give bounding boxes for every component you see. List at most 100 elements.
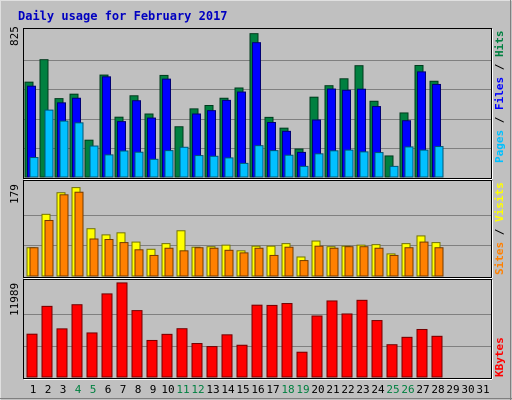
visits-legend: Sites / Visits xyxy=(493,182,506,275)
kbytes-bar xyxy=(341,313,353,378)
sites-bar xyxy=(224,249,234,277)
day-label: 22 xyxy=(341,383,354,396)
kbytes-bar xyxy=(296,351,308,378)
legend-visits: Visits xyxy=(493,182,506,222)
sites-bar xyxy=(314,245,324,277)
pages-bar xyxy=(29,157,39,178)
day-label: 14 xyxy=(221,383,235,396)
pages-bar xyxy=(74,122,84,178)
pages-bar xyxy=(59,120,69,178)
panel-kbytes: 11989 KBytes xyxy=(8,279,506,380)
day-label: 4 xyxy=(75,383,82,396)
sites-bar xyxy=(104,239,114,277)
sites-bar xyxy=(389,254,399,277)
kbytes-bar xyxy=(161,333,173,378)
pages-bar xyxy=(239,162,249,178)
day-label: 15 xyxy=(236,383,249,396)
pages-bar xyxy=(44,109,54,178)
kbytes-bar xyxy=(416,328,428,378)
kbytes-bar xyxy=(281,303,293,378)
pages-bar xyxy=(434,146,444,178)
day-label: 19 xyxy=(296,383,309,396)
day-label: 10 xyxy=(161,383,174,396)
day-label: 28 xyxy=(431,383,444,396)
sites-bar xyxy=(149,254,159,277)
kbytes-bar xyxy=(41,305,53,378)
kbytes-bar xyxy=(176,328,188,378)
visits-scale-label: 179 xyxy=(8,184,21,204)
legend-kbytes: KBytes xyxy=(493,337,506,377)
kbytes-bar xyxy=(71,304,83,378)
day-label: 25 xyxy=(386,383,399,396)
day-label: 31 xyxy=(476,383,489,396)
day-label: 9 xyxy=(150,383,157,396)
day-label: 24 xyxy=(371,383,385,396)
sites-bar xyxy=(179,250,189,277)
sites-bar xyxy=(239,252,249,277)
sites-bar xyxy=(74,191,84,277)
chart-title: Daily usage for February 2017 xyxy=(18,9,228,23)
kbytes-bar xyxy=(326,300,338,378)
kbytes-bar xyxy=(221,334,233,378)
sites-bar xyxy=(344,246,354,277)
day-label: 7 xyxy=(120,383,127,396)
pages-bar xyxy=(119,150,129,178)
pages-bar xyxy=(344,149,354,178)
sites-bar xyxy=(374,247,384,277)
kbytes-bar xyxy=(386,344,398,378)
kbytes-bar xyxy=(86,332,98,378)
pages-bar xyxy=(299,165,309,178)
kbytes-bar xyxy=(56,328,68,378)
pages-bar xyxy=(149,158,159,178)
pages-bar xyxy=(374,152,384,178)
sites-bar xyxy=(134,249,144,277)
sites-bar xyxy=(29,247,39,277)
legend-sites: Sites xyxy=(493,242,506,275)
pages-bar xyxy=(104,154,114,178)
day-label: 12 xyxy=(191,383,204,396)
sites-bar xyxy=(194,247,204,277)
panel-visits: 179 Sites / Visits xyxy=(8,180,506,279)
legend-pages: Pages xyxy=(493,130,506,163)
day-label: 30 xyxy=(461,383,474,396)
kbytes-bar xyxy=(191,343,203,378)
pages-bar xyxy=(269,150,279,178)
panel-hits: 825 Pages / Files / Hits xyxy=(8,26,506,180)
sites-bar xyxy=(269,254,279,277)
day-label: 6 xyxy=(105,383,112,396)
day-label: 5 xyxy=(90,383,97,396)
day-label: 18 xyxy=(281,383,294,396)
pages-bar xyxy=(329,150,339,178)
kbytes-bar xyxy=(206,346,218,378)
kbytes-bar xyxy=(266,304,278,378)
sites-bar xyxy=(164,247,174,277)
sites-bar xyxy=(89,238,99,277)
kbytes-bar xyxy=(251,304,263,378)
hits-scale-label: 825 xyxy=(8,26,21,46)
sites-bar xyxy=(44,219,54,277)
pages-bar xyxy=(359,151,369,178)
day-label: 3 xyxy=(60,383,67,396)
pages-bar xyxy=(164,150,174,178)
sites-bar xyxy=(59,194,69,277)
kbytes-bar xyxy=(311,315,323,378)
pages-bar xyxy=(404,146,414,178)
pages-bar xyxy=(314,153,324,178)
day-label: 29 xyxy=(446,383,459,396)
day-label: 21 xyxy=(326,383,339,396)
sites-bar xyxy=(329,247,339,277)
kbytes-bar xyxy=(101,293,113,378)
day-label: 8 xyxy=(135,383,142,396)
legend-sep-2: / xyxy=(493,57,506,77)
kbytes-bar xyxy=(401,336,413,378)
sites-bar xyxy=(119,242,129,277)
pages-bar xyxy=(284,154,294,178)
kbytes-bar xyxy=(26,333,38,378)
kbytes-bar xyxy=(146,339,158,378)
kbytes-scale-label: 11989 xyxy=(8,283,21,316)
sites-bar xyxy=(284,246,294,277)
sites-bar xyxy=(209,247,219,277)
legend-sep-3: / xyxy=(493,222,506,242)
sites-bar xyxy=(434,247,444,277)
